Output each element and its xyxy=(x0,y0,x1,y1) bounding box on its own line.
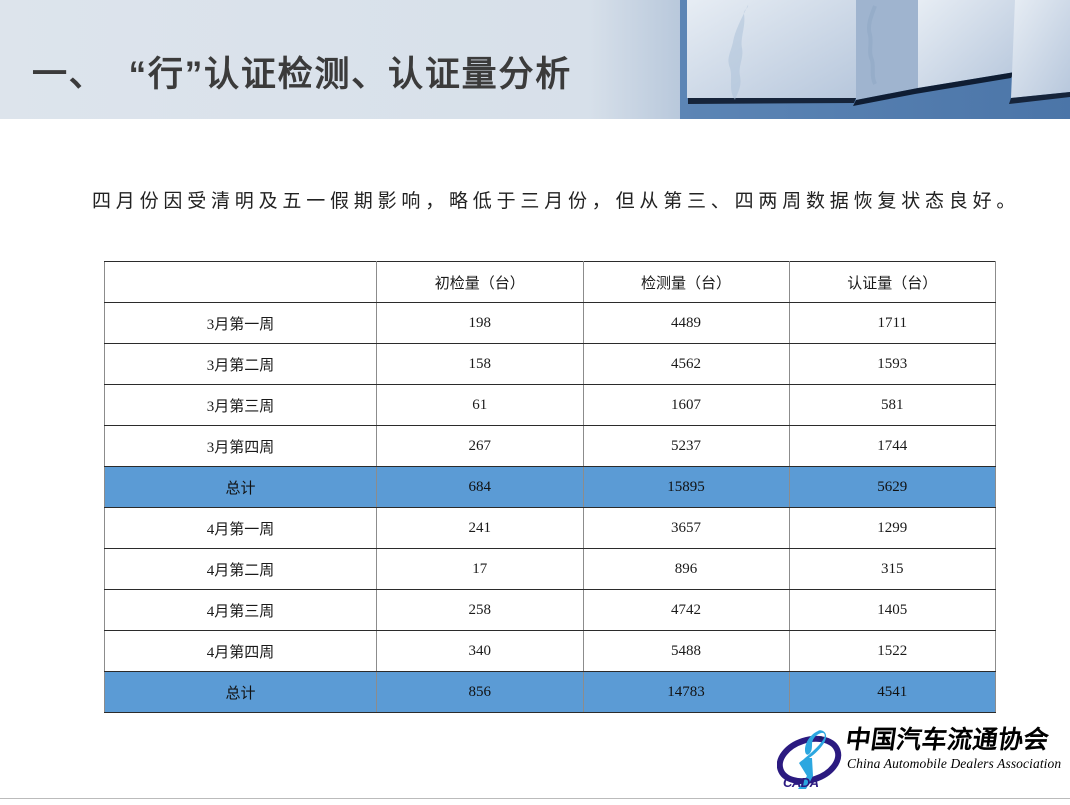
svg-text:CADA: CADA xyxy=(783,775,819,790)
